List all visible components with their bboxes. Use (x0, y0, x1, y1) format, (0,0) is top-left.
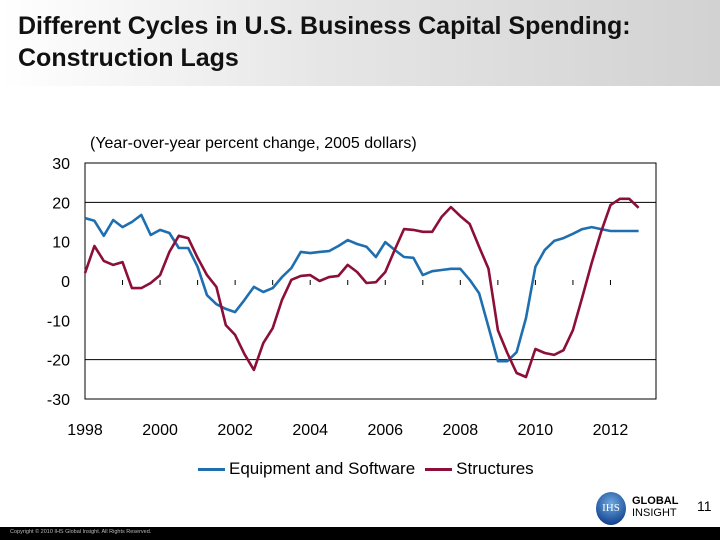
series-line-equipment (84, 213, 639, 363)
legend-label-structures: Structures (456, 459, 534, 478)
y-tick-label: 20 (52, 195, 70, 212)
legend-label-equipment: Equipment and Software (229, 459, 416, 478)
y-tick-label: -20 (47, 353, 70, 370)
x-tick-label: 2004 (292, 422, 328, 439)
plot-frame (84, 162, 657, 400)
chart-legend: Equipment and Software Structures (198, 459, 544, 479)
slide-title: Different Cycles in U.S. Business Capita… (18, 10, 631, 74)
page-number: 11 (697, 498, 712, 514)
y-tick-label: -10 (47, 313, 70, 330)
copyright-text: Copyright © 2010 IHS Global Insight. All… (10, 529, 152, 535)
y-tick-label: 10 (52, 235, 70, 252)
x-tick-label: 1998 (67, 422, 103, 439)
footer-bar (0, 527, 720, 540)
x-tick-label: 2002 (217, 422, 253, 439)
series-line-structures (83, 197, 640, 379)
x-tick-label: 2006 (367, 422, 403, 439)
title-line-1: Different Cycles in U.S. Business Capita… (18, 12, 631, 40)
legend-swatch-equipment (198, 467, 225, 471)
legend-item-structures: Structures (425, 459, 534, 479)
y-tick-label: 0 (61, 274, 70, 291)
x-tick-label: 2008 (443, 422, 479, 439)
legend-swatch-structures (425, 467, 453, 471)
x-tick-label: 2012 (593, 422, 629, 439)
logo-orb: IHS (596, 492, 626, 525)
x-tick-label: 2000 (142, 422, 178, 439)
x-tick-label: 2010 (518, 422, 554, 439)
title-line-2: Construction Lags (18, 44, 239, 72)
title-banner (0, 0, 720, 86)
y-tick-label: 30 (52, 156, 70, 173)
chart-subtitle: (Year-over-year percent change, 2005 dol… (90, 135, 417, 152)
legend-item-equipment: Equipment and Software (198, 459, 415, 479)
y-tick-label: -30 (47, 392, 70, 409)
ihs-global-insight-logo: IHS GLOBAL INSIGHT (596, 492, 688, 526)
